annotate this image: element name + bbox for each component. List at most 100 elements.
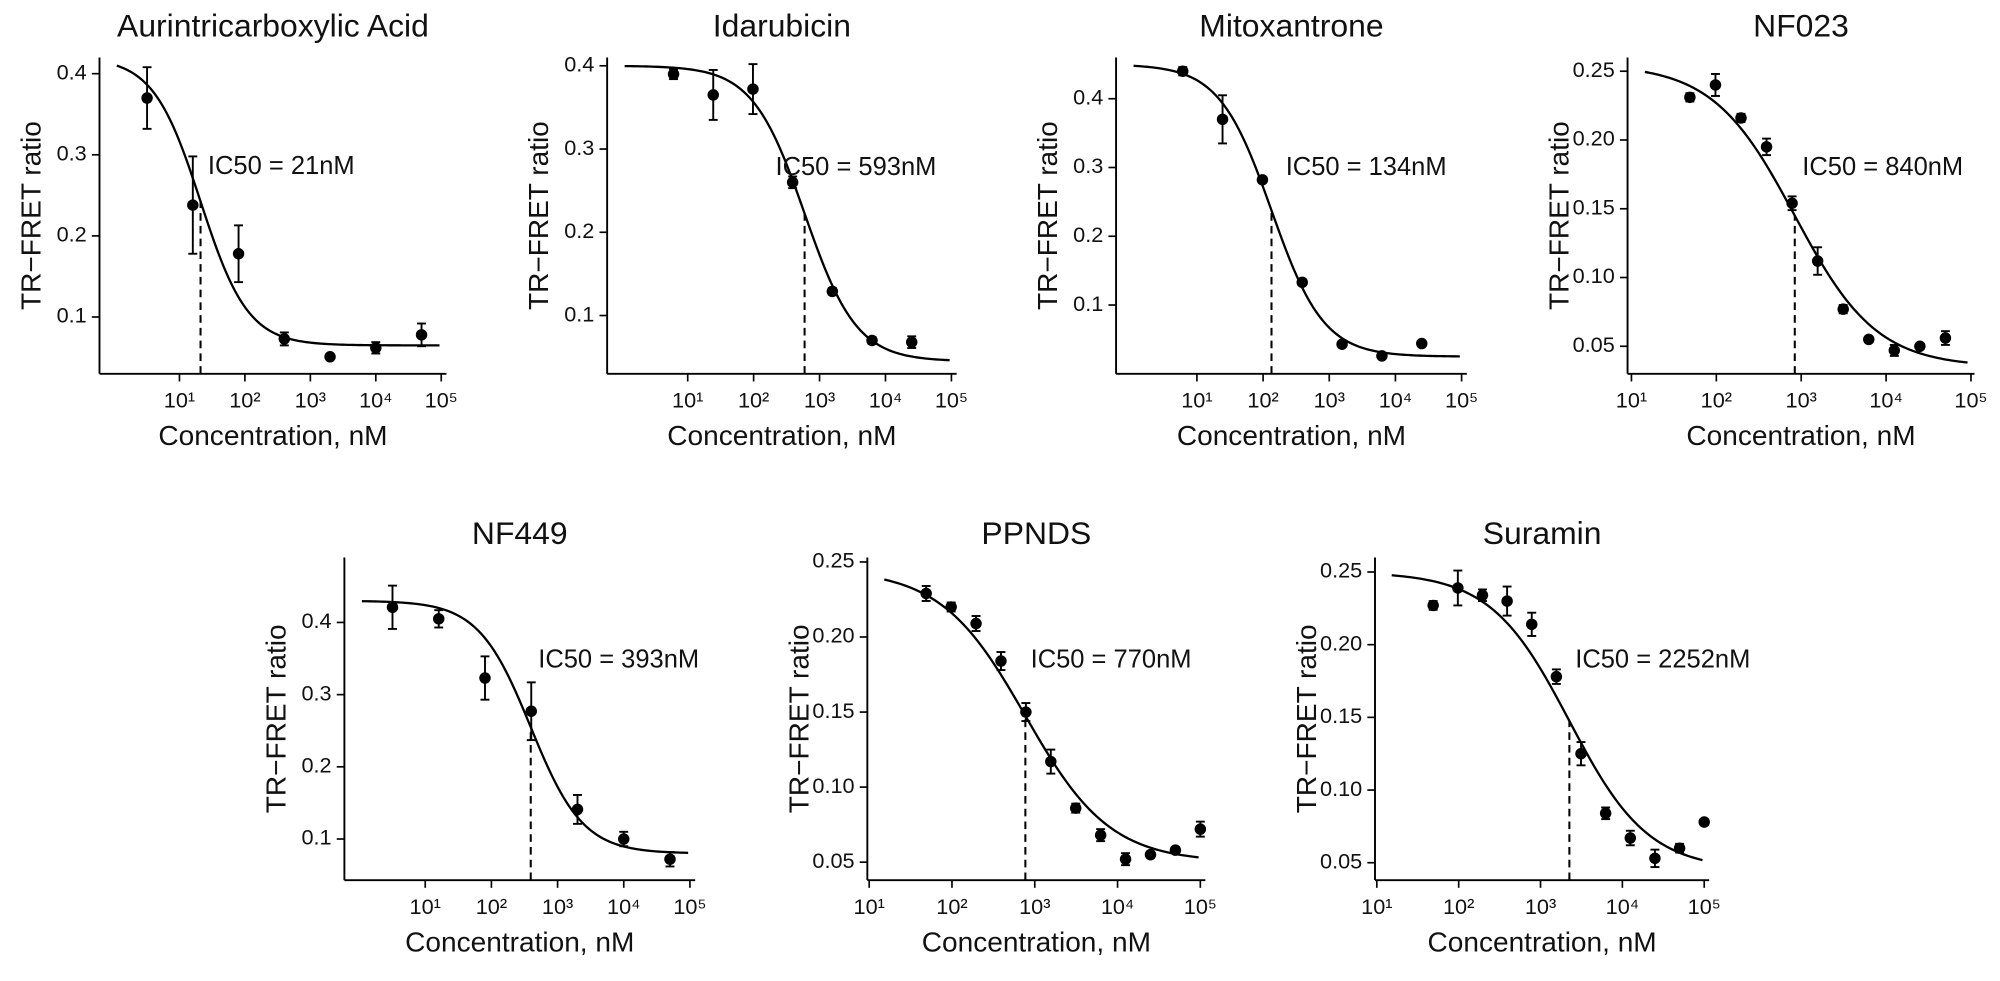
y-tick-label: 0.4 <box>57 59 87 84</box>
point <box>1735 112 1747 124</box>
point <box>1684 91 1696 104</box>
x-tick-label: 10¹ <box>410 894 441 919</box>
y-axis-label: TR−FRET ratio <box>1544 121 1575 310</box>
annotation: IC50 = 393nM <box>538 646 699 674</box>
point <box>525 705 537 717</box>
x-tick-label: 10³ <box>804 388 835 413</box>
point <box>1837 303 1849 315</box>
point <box>1452 582 1464 594</box>
y-tick-label: 0.3 <box>57 141 87 166</box>
point <box>1169 844 1182 856</box>
x-tick-label: 10³ <box>295 388 326 413</box>
x-tick-label: 10² <box>1247 388 1278 413</box>
x-tick-label: 10³ <box>1019 894 1050 919</box>
fit-curve <box>624 64 950 362</box>
fit-curve <box>116 64 440 347</box>
x-tick-label: 10¹ <box>854 894 885 919</box>
y-tick-label: 0.1 <box>564 301 594 326</box>
annotation: IC50 = 134nM <box>1286 153 1447 181</box>
x-axis-label: Concentration, nM <box>922 926 1151 957</box>
y-tick-label: 0.25 <box>1320 558 1362 583</box>
x-tick-label: 10⁴ <box>607 894 640 919</box>
x-tick-label: 10² <box>1443 894 1474 919</box>
y-tick-label: 0.10 <box>1320 776 1362 801</box>
y-tick-label: 0.20 <box>1320 630 1362 655</box>
chart-title: Mitoxantrone <box>1199 8 1383 44</box>
annotation: IC50 = 840nM <box>1802 153 1963 181</box>
point <box>826 285 839 298</box>
point <box>1526 618 1538 631</box>
x-tick-label: 10⁵ <box>1954 388 1987 413</box>
point <box>1760 141 1773 153</box>
point <box>1296 276 1308 289</box>
annotation: IC50 = 21nM <box>208 152 355 180</box>
point <box>1476 589 1489 601</box>
point <box>1416 337 1428 350</box>
x-tick-label: 10³ <box>1314 388 1345 413</box>
point <box>1020 706 1032 718</box>
y-axis-label: TR−FRET ratio <box>783 624 814 813</box>
y-tick-label: 0.4 <box>1073 84 1103 109</box>
x-axis-label: Concentration, nM <box>405 926 634 957</box>
point <box>618 833 630 845</box>
x-tick-label: 10² <box>738 388 769 413</box>
fit-curve <box>361 600 689 854</box>
chart-title: NF023 <box>1753 8 1849 44</box>
x-tick-label: 10⁴ <box>869 388 902 413</box>
chart-title: Aurintricarboxylic Acid <box>117 8 429 44</box>
point <box>278 333 291 345</box>
point <box>433 613 445 625</box>
point <box>1376 350 1388 362</box>
x-tick-label: 10⁵ <box>935 388 968 413</box>
point <box>370 342 382 354</box>
y-axis-label: TR−FRET ratio <box>1291 624 1322 813</box>
y-tick-label: 0.05 <box>1320 848 1362 873</box>
y-tick-label: 0.15 <box>1320 703 1362 728</box>
point <box>1863 333 1875 346</box>
x-tick-label: 10⁵ <box>425 388 458 413</box>
x-tick-label: 10³ <box>1525 894 1556 919</box>
x-tick-label: 10⁵ <box>673 894 706 919</box>
x-tick-label: 10² <box>936 894 967 919</box>
point <box>667 68 680 80</box>
point <box>786 176 799 189</box>
x-tick-label: 10² <box>476 894 507 919</box>
point <box>1939 332 1952 344</box>
annotation: IC50 = 770nM <box>1031 646 1192 674</box>
point <box>1811 255 1824 267</box>
point <box>1216 113 1229 126</box>
point <box>920 587 932 600</box>
point <box>1176 65 1189 77</box>
x-tick-label: 10¹ <box>164 388 195 413</box>
point <box>1045 755 1057 768</box>
y-tick-label: 0.05 <box>812 848 854 873</box>
y-tick-label: 0.1 <box>1073 291 1103 316</box>
point <box>1575 747 1587 760</box>
chart-title: NF449 <box>472 515 568 551</box>
y-tick-label: 0.3 <box>301 680 331 705</box>
x-axis-label: Concentration, nM <box>1686 420 1915 451</box>
x-tick-label: 10⁵ <box>1184 894 1217 919</box>
point <box>1336 338 1348 350</box>
point <box>1673 842 1686 854</box>
y-tick-label: 0.2 <box>1073 222 1103 247</box>
y-axis-label: TR−FRET ratio <box>260 624 291 813</box>
y-tick-label: 0.3 <box>564 135 594 160</box>
point <box>1888 344 1901 357</box>
annotation: IC50 = 593nM <box>776 153 937 181</box>
x-tick-label: 10⁴ <box>1606 894 1639 919</box>
x-tick-label: 10⁵ <box>1688 894 1721 919</box>
point <box>1624 832 1637 844</box>
chart-title: PPNDS <box>981 515 1091 551</box>
point <box>664 853 676 865</box>
y-axis-label: TR−FRET ratio <box>523 121 554 310</box>
point <box>324 351 336 363</box>
x-tick-label: 10² <box>229 388 260 413</box>
point <box>1914 340 1926 353</box>
point <box>1786 197 1798 209</box>
y-tick-label: 0.20 <box>812 623 854 648</box>
x-axis-label: Concentration, nM <box>158 420 387 451</box>
point <box>141 92 153 104</box>
x-tick-label: 10³ <box>542 894 573 919</box>
point <box>1709 79 1722 91</box>
